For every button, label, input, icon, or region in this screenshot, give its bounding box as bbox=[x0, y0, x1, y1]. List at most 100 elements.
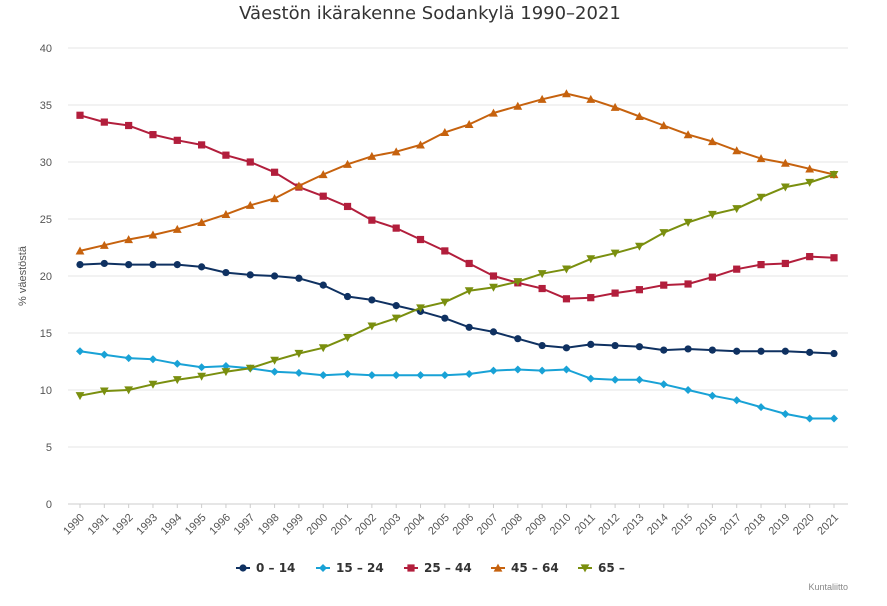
data-point bbox=[732, 396, 741, 405]
data-point bbox=[343, 159, 352, 168]
y-tick-label: 25 bbox=[40, 214, 52, 226]
data-point bbox=[368, 296, 376, 304]
data-point bbox=[198, 141, 206, 149]
data-point bbox=[683, 218, 693, 227]
data-point bbox=[295, 274, 303, 282]
data-point bbox=[149, 261, 157, 269]
data-point bbox=[245, 364, 255, 373]
series-lines bbox=[75, 89, 839, 423]
data-point bbox=[416, 304, 425, 313]
data-point bbox=[635, 286, 644, 294]
legend-item[interactable]: 25 – 44 bbox=[404, 561, 472, 575]
x-tick-label: 2016 bbox=[694, 512, 720, 538]
data-point bbox=[538, 341, 546, 350]
data-point bbox=[319, 371, 328, 380]
data-point bbox=[757, 261, 765, 269]
data-point bbox=[610, 249, 620, 258]
x-tick-label: 1998 bbox=[256, 512, 282, 538]
data-point bbox=[100, 118, 108, 126]
data-point bbox=[464, 287, 474, 296]
data-point bbox=[125, 261, 133, 269]
data-point bbox=[392, 224, 400, 232]
data-point bbox=[391, 147, 401, 156]
gridlines bbox=[68, 47, 848, 505]
x-tick-label: 1996 bbox=[207, 512, 233, 538]
series-group bbox=[75, 89, 839, 255]
legend-item[interactable]: 15 – 24 bbox=[316, 561, 384, 575]
x-tick-label: 2020 bbox=[791, 512, 817, 538]
data-point bbox=[538, 366, 547, 375]
data-point bbox=[270, 272, 279, 280]
data-point bbox=[562, 365, 571, 374]
data-point bbox=[586, 255, 596, 264]
data-point bbox=[562, 295, 571, 303]
x-tick-label: 2015 bbox=[669, 512, 695, 538]
legend-item[interactable]: 45 – 64 bbox=[491, 561, 559, 575]
data-point bbox=[489, 328, 498, 336]
data-point bbox=[440, 127, 450, 136]
x-tick-label: 2017 bbox=[718, 512, 744, 538]
data-point bbox=[829, 170, 839, 179]
series-group bbox=[76, 259, 838, 358]
data-point bbox=[514, 335, 522, 343]
legend-label: 65 – bbox=[598, 561, 625, 575]
data-point bbox=[148, 380, 158, 389]
data-point bbox=[221, 362, 230, 371]
legend-label: 0 – 14 bbox=[256, 561, 295, 575]
data-point bbox=[684, 345, 692, 353]
data-point bbox=[173, 261, 181, 269]
data-point bbox=[465, 323, 473, 331]
legend-item[interactable]: 0 – 14 bbox=[236, 561, 295, 575]
data-point bbox=[586, 374, 595, 383]
data-point bbox=[562, 344, 571, 352]
data-point bbox=[319, 281, 327, 289]
data-point bbox=[222, 151, 230, 159]
data-point bbox=[391, 314, 401, 323]
legend-label: 45 – 64 bbox=[511, 561, 559, 575]
x-tick-label: 1997 bbox=[232, 512, 258, 538]
data-point bbox=[465, 259, 473, 268]
data-point bbox=[440, 371, 449, 380]
data-point bbox=[489, 272, 498, 280]
data-point bbox=[245, 200, 255, 209]
data-point bbox=[294, 349, 304, 358]
data-point bbox=[660, 346, 668, 354]
data-point bbox=[75, 392, 85, 401]
data-point bbox=[610, 102, 620, 111]
data-point bbox=[270, 168, 279, 176]
data-point bbox=[805, 414, 814, 423]
x-tick-label: 2005 bbox=[426, 512, 452, 538]
x-tick-label: 1993 bbox=[134, 512, 160, 538]
data-point bbox=[246, 158, 254, 166]
data-point bbox=[513, 101, 523, 110]
data-point bbox=[781, 259, 789, 268]
data-point bbox=[99, 387, 109, 396]
y-tick-label: 5 bbox=[46, 442, 52, 454]
data-point bbox=[537, 94, 547, 103]
data-point bbox=[806, 253, 814, 261]
data-point bbox=[319, 192, 327, 200]
x-tick-label: 2009 bbox=[523, 512, 549, 538]
x-tick-label: 2004 bbox=[402, 512, 428, 538]
legend-label: 15 – 24 bbox=[336, 561, 384, 575]
data-point bbox=[538, 284, 546, 293]
data-point bbox=[173, 136, 181, 144]
x-tick-label: 2014 bbox=[645, 512, 671, 538]
data-point bbox=[318, 344, 328, 353]
data-point bbox=[124, 386, 134, 395]
x-tick-label: 1992 bbox=[110, 512, 136, 538]
data-point bbox=[611, 289, 619, 297]
data-point bbox=[733, 265, 741, 273]
x-tick-label: 2021 bbox=[815, 512, 841, 538]
legend-item[interactable]: 65 – bbox=[578, 561, 625, 575]
data-point bbox=[780, 183, 790, 192]
legend-label: 25 – 44 bbox=[424, 561, 472, 575]
data-point bbox=[148, 355, 157, 364]
x-axis: 1990199119921993199419951996199719981999… bbox=[61, 504, 841, 537]
data-point bbox=[222, 268, 230, 277]
data-point bbox=[392, 371, 401, 380]
data-point bbox=[489, 283, 498, 292]
data-point bbox=[708, 391, 717, 400]
data-point bbox=[343, 292, 352, 301]
